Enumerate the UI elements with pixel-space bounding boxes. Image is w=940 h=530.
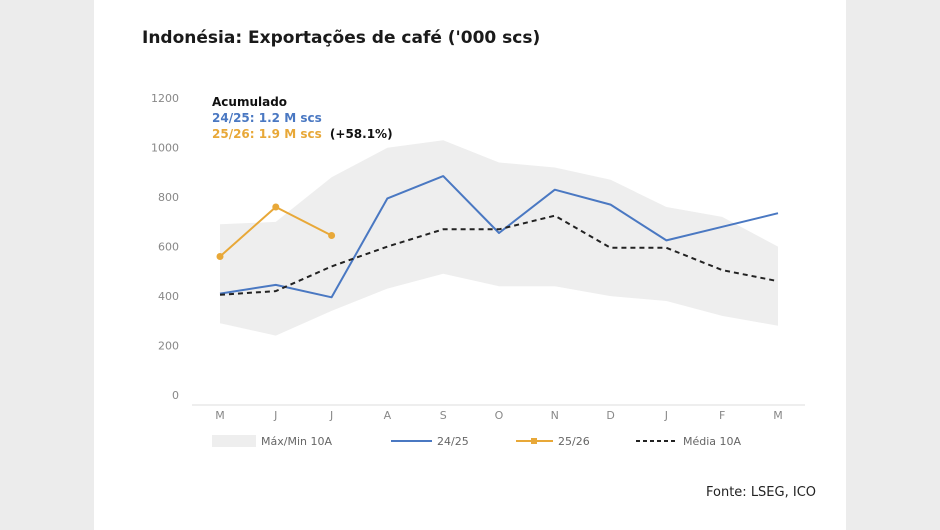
x-tick-label: D: [606, 409, 614, 422]
y-tick-label: 1200: [151, 92, 179, 105]
legend-label-2425: 24/25: [437, 435, 469, 448]
series-point: [216, 253, 224, 260]
series-0: [219, 175, 779, 299]
legend: Máx/Min 10A 24/25 25/26 Média 10A: [212, 435, 742, 448]
legend-marker-2526: [531, 438, 537, 444]
legend-item-2425: 24/25: [391, 435, 469, 448]
cumulative-annotation: Acumulado 24/25: 1.2 M scs 25/26: 1.9 M …: [212, 95, 393, 141]
series-line: [219, 214, 779, 296]
x-tick-label: M: [215, 409, 225, 422]
band-max-min-area: [220, 140, 778, 336]
x-tick-label: M: [773, 409, 783, 422]
legend-swatch-band: [212, 435, 256, 447]
source-note: Fonte: LSEG, ICO: [706, 485, 817, 500]
x-tick-label: J: [273, 409, 277, 422]
annotation-heading: Acumulado: [212, 95, 287, 109]
legend-label-2526: 25/26: [558, 435, 590, 448]
y-tick-label: 0: [172, 389, 179, 402]
series-1: [216, 203, 336, 260]
annotation-line-2526-text: 25/26: 1.9 M scs: [212, 127, 322, 141]
chart-title: Indonésia: Exportações de café ('000 scs…: [142, 28, 541, 48]
y-tick-label: 400: [158, 290, 179, 303]
legend-label-band: Máx/Min 10A: [261, 435, 332, 448]
x-tick-label: A: [384, 409, 392, 422]
series-line: [219, 175, 779, 299]
annotation-line-2425: 24/25: 1.2 M scs: [212, 111, 322, 125]
legend-item-avg: Média 10A: [636, 435, 742, 448]
series-point: [328, 232, 336, 239]
x-tick-label: O: [495, 409, 504, 422]
legend-item-band: Máx/Min 10A: [212, 435, 332, 448]
legend-item-2526: 25/26: [516, 435, 590, 448]
y-tick-label: 1000: [151, 142, 179, 155]
series-2: [219, 214, 779, 296]
legend-label-avg: Média 10A: [683, 435, 742, 448]
x-tick-label: S: [440, 409, 447, 422]
y-tick-label: 200: [158, 340, 179, 353]
annotation-line-2526-change: (+58.1%): [330, 127, 393, 141]
series-point: [272, 203, 280, 211]
y-tick-label: 800: [158, 191, 179, 204]
x-tick-label: F: [719, 409, 725, 422]
x-tick-label: N: [551, 409, 559, 422]
annotation-line-2526: 25/26: 1.9 M scs (+58.1%): [212, 127, 393, 141]
x-tick-label: J: [329, 409, 333, 422]
y-tick-label: 600: [158, 241, 179, 254]
x-tick-label: J: [664, 409, 668, 422]
